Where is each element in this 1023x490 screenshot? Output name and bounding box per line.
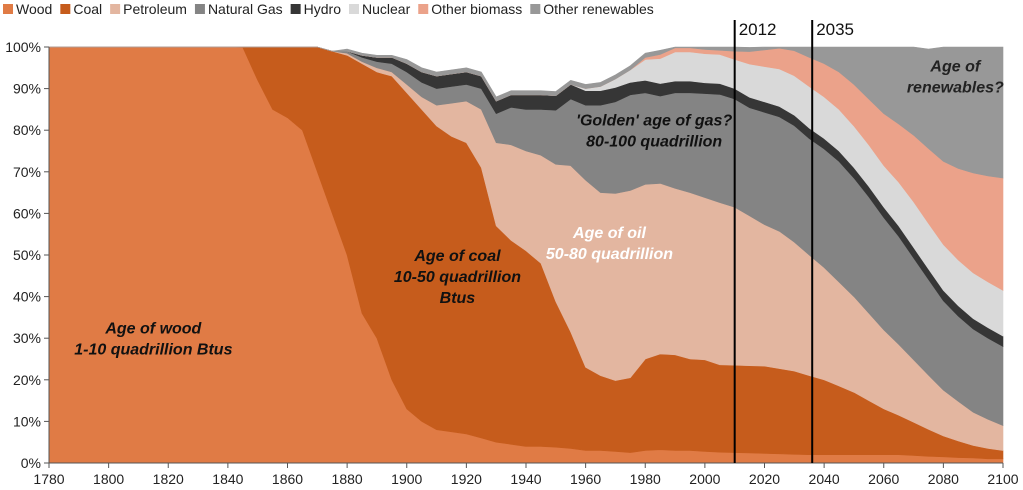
y-tick-label: 0% [21, 455, 41, 471]
annotation-line: renewables? [907, 80, 1004, 97]
x-tick-label: 1920 [451, 471, 482, 487]
x-tick-label: 1840 [212, 471, 243, 487]
annotation-line: 80-100 quadrillion [586, 134, 722, 151]
year-markers-layer: 2012 2035 [733, 20, 854, 463]
annotation-oil: Age of oil 50-80 quadrillion [546, 225, 673, 263]
legend-label: Wood [16, 1, 52, 17]
legend-swatch [60, 4, 71, 14]
legend-item-hydro: Hydro [290, 1, 342, 17]
annotations-layer: Age of wood 1-10 quadrillion Btus Age of c… [74, 59, 1004, 359]
annotation-line: Btus [440, 290, 476, 307]
annotation-renew: Age of renewables? [907, 59, 1004, 97]
stacked-area-layer [48, 46, 1004, 464]
x-tick-label: 1860 [272, 471, 303, 487]
x-tick-label: 1980 [630, 471, 661, 487]
legend-label: Other biomass [431, 1, 522, 17]
y-tick-label: 20% [13, 372, 41, 388]
x-tick-label: 1900 [391, 471, 422, 487]
legend-swatch [3, 4, 13, 14]
x-tick-label: 2020 [749, 471, 780, 487]
annotation-line: 1-10 quadrillion Btus [74, 342, 232, 359]
x-tick-label: 1800 [93, 471, 124, 487]
annotation-gas: 'Golden' age of gas? 80-100 quadrillion [576, 113, 732, 151]
x-tick-label: 2000 [689, 471, 720, 487]
legend-swatch [194, 4, 205, 14]
axes-layer: 1780 1800 1820 1840 1860 1880 1900 1920 1940 1960… [5, 39, 1019, 487]
annotation-wood: Age of wood 1-10 quadrillion Btus [74, 321, 232, 359]
legend-swatch [349, 4, 359, 14]
y-tick-label: 60% [13, 205, 41, 221]
annotation-line: 'Golden' age of gas? [576, 113, 732, 130]
y-tick-label: 70% [13, 164, 41, 180]
y-tick-label: 80% [13, 122, 41, 138]
y-tick-label: 90% [13, 81, 41, 97]
annotation-line: 50-80 quadrillion [546, 246, 673, 263]
x-tick-label: 2080 [928, 471, 959, 487]
year-marker-label-2012: 2012 [739, 20, 777, 39]
chart-legend: Wood Coal Petroleum Natural Gas Hydro Nuclear… [3, 1, 654, 17]
legend-item-wood: Wood [3, 1, 52, 17]
legend-item-other-renewables: Other renewables [530, 1, 654, 17]
legend-item-petroleum: Petroleum [110, 1, 187, 17]
y-tick-label: 50% [13, 247, 41, 263]
legend-label: Nuclear [362, 1, 411, 17]
area-other-renewables [49, 46, 1004, 179]
annotation-line: Age of [929, 59, 981, 76]
x-tick-label: 1880 [332, 471, 363, 487]
x-tick-label: 1780 [33, 471, 64, 487]
legend-label: Hydro [304, 1, 342, 17]
year-marker-label-2035: 2035 [816, 20, 854, 39]
legend-swatch [110, 4, 121, 14]
annotation-coal: Age of coal 10-50 quadrillion Btus [394, 248, 521, 307]
legend-item-nuclear: Nuclear [349, 1, 411, 17]
legend-swatch [530, 4, 541, 14]
legend-label: Petroleum [123, 1, 187, 17]
annotation-line: 10-50 quadrillion [394, 269, 521, 286]
y-tick-label: 40% [13, 289, 41, 305]
y-tick-label: 10% [13, 413, 41, 429]
x-tick-label: 1940 [510, 471, 541, 487]
x-tick-label: 2040 [809, 471, 840, 487]
annotation-line: Age of coal [413, 248, 501, 265]
x-tick-label: 1820 [153, 471, 184, 487]
annotation-line: Age of oil [572, 225, 646, 242]
legend-label: Natural Gas [208, 1, 283, 17]
x-tick-label: 2060 [868, 471, 899, 487]
legend-swatch [418, 4, 429, 14]
annotation-line: Age of wood [104, 321, 202, 338]
y-tick-label: 100% [5, 39, 41, 55]
y-tick-label: 30% [13, 330, 41, 346]
legend-item-natural-gas: Natural Gas [194, 1, 283, 17]
legend-item-other-biomass: Other biomass [418, 1, 522, 17]
legend-label: Other renewables [543, 1, 654, 17]
x-tick-label: 2100 [987, 471, 1018, 487]
legend-swatch [290, 4, 301, 14]
legend-item-coal: Coal [60, 1, 102, 17]
x-tick-label: 1960 [570, 471, 601, 487]
legend-label: Coal [73, 1, 102, 17]
